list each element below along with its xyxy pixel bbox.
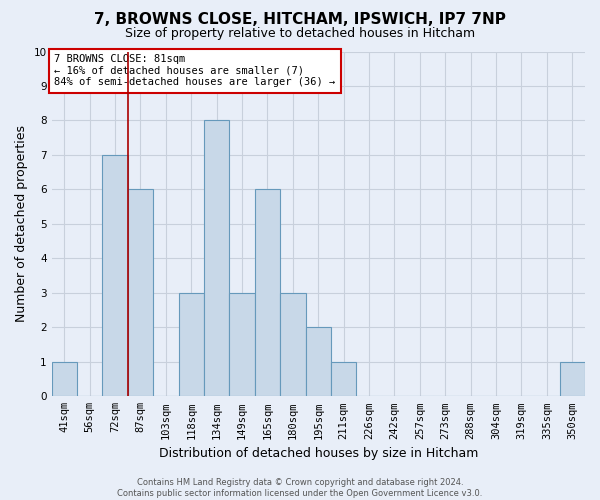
Bar bbox=[204, 120, 229, 396]
Bar bbox=[331, 362, 356, 396]
Text: 7 BROWNS CLOSE: 81sqm
← 16% of detached houses are smaller (7)
84% of semi-detac: 7 BROWNS CLOSE: 81sqm ← 16% of detached … bbox=[55, 54, 335, 88]
Text: Contains HM Land Registry data © Crown copyright and database right 2024.
Contai: Contains HM Land Registry data © Crown c… bbox=[118, 478, 482, 498]
Bar bbox=[560, 362, 585, 396]
Text: Size of property relative to detached houses in Hitcham: Size of property relative to detached ho… bbox=[125, 28, 475, 40]
Bar bbox=[229, 293, 255, 397]
Y-axis label: Number of detached properties: Number of detached properties bbox=[15, 126, 28, 322]
Bar bbox=[52, 362, 77, 396]
Bar bbox=[280, 293, 305, 397]
Text: 7, BROWNS CLOSE, HITCHAM, IPSWICH, IP7 7NP: 7, BROWNS CLOSE, HITCHAM, IPSWICH, IP7 7… bbox=[94, 12, 506, 28]
Bar bbox=[103, 155, 128, 396]
Bar bbox=[128, 190, 153, 396]
Bar bbox=[305, 328, 331, 396]
Bar bbox=[255, 190, 280, 396]
X-axis label: Distribution of detached houses by size in Hitcham: Distribution of detached houses by size … bbox=[158, 447, 478, 460]
Bar bbox=[179, 293, 204, 397]
